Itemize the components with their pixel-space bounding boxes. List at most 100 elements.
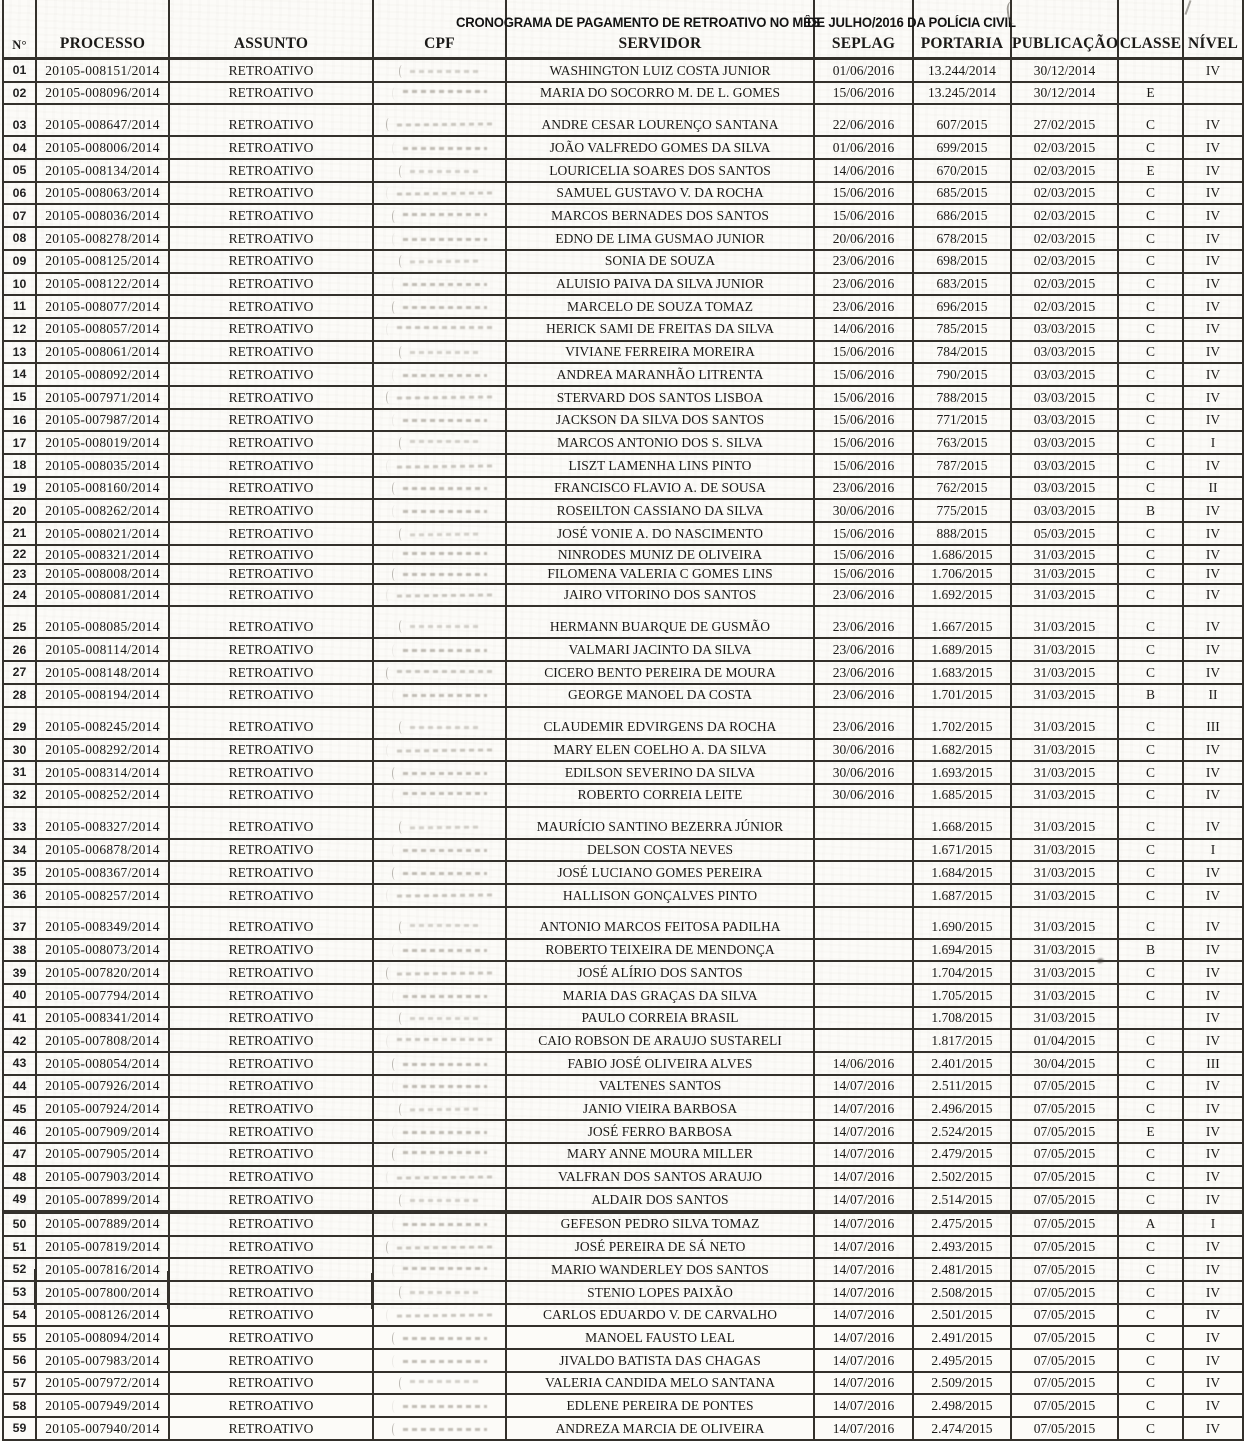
cell-seplag: 14/07/2016 <box>813 1416 914 1441</box>
cell-assunto: RETROATIVO <box>168 605 374 640</box>
cell-numero: 33 <box>2 805 37 840</box>
cell-classe: E <box>1117 1119 1184 1144</box>
table-row: 26 20105-008114/2014 RETROATIVO VALMARI … <box>2 637 1244 663</box>
cell-classe: C <box>1117 760 1184 785</box>
cell-cpf-redacted <box>372 937 507 963</box>
cpf-redaction-marks <box>403 305 487 309</box>
cell-portaria: 2.496/2015 <box>912 1096 1012 1122</box>
redaction-paren-artifact <box>392 278 398 292</box>
cell-numero: 54 <box>2 1302 37 1328</box>
cell-nivel: I <box>1182 430 1244 455</box>
cell-assunto: RETROATIVO <box>168 837 374 863</box>
cell-processo: 20105-008035/2014 <box>35 453 170 478</box>
cell-assunto: RETROATIVO <box>168 203 374 229</box>
cell-processo: 20105-007971/2014 <box>35 384 170 410</box>
cell-publicacao: 31/03/2015 <box>1010 605 1119 640</box>
column-header-nivel: NÍVEL <box>1182 0 1244 60</box>
cell-portaria: 1.668/2015 <box>912 805 1012 840</box>
cpf-redaction-marks <box>410 725 480 729</box>
cell-numero: 51 <box>2 1234 37 1260</box>
redaction-paren-artifact <box>392 989 398 1003</box>
cell-seplag: 30/06/2016 <box>813 737 914 763</box>
cell-seplag: 15/06/2016 <box>813 384 914 410</box>
cell-servidor: STENIO LOPES PAIXÃO <box>505 1279 815 1305</box>
cell-servidor: ANTONIO MARCOS FEITOSA PADILHA <box>505 905 815 940</box>
cell-cpf-redacted <box>372 1234 507 1260</box>
cell-nivel: IV <box>1182 1370 1244 1396</box>
cell-portaria: 2.474/2015 <box>912 1416 1012 1441</box>
table-row: 42 20105-007808/2014 RETROATIVO CAIO ROB… <box>2 1028 1244 1054</box>
cell-classe: C <box>1117 1028 1184 1054</box>
redaction-paren-artifact <box>392 300 398 314</box>
cell-cpf-redacted <box>372 705 507 740</box>
cell-processo: 20105-007940/2014 <box>35 1416 170 1441</box>
redaction-paren-artifact <box>399 64 405 78</box>
cell-assunto: RETROATIVO <box>168 316 374 342</box>
cell-nivel: IV <box>1182 57 1244 83</box>
cell-portaria: 2.493/2015 <box>912 1234 1012 1260</box>
cell-cpf-redacted <box>372 57 507 83</box>
cell-classe: C <box>1117 905 1184 940</box>
cell-publicacao: 02/03/2015 <box>1010 180 1119 206</box>
cell-seplag: 01/06/2016 <box>813 135 914 161</box>
cell-servidor: JOSÉ FERRO BARBOSA <box>505 1119 815 1144</box>
cell-processo: 20105-008125/2014 <box>35 248 170 274</box>
cell-classe: C <box>1117 1164 1184 1190</box>
cell-seplag <box>813 860 914 885</box>
cell-classe: C <box>1117 521 1184 546</box>
cell-assunto: RETROATIVO <box>168 1370 374 1396</box>
cell-publicacao: 31/03/2015 <box>1010 805 1119 840</box>
cell-numero: 09 <box>2 248 37 274</box>
cell-numero: 34 <box>2 837 37 863</box>
cell-servidor: CICERO BENTO PEREIRA DE MOURA <box>505 660 815 685</box>
cell-classe: C <box>1117 605 1184 640</box>
cpf-redaction-marks <box>403 573 487 577</box>
cell-seplag: 14/07/2016 <box>813 1234 914 1260</box>
table-row: 32 20105-008252/2014 RETROATIVO ROBERTO … <box>2 782 1244 808</box>
cell-cpf-redacted <box>372 1096 507 1122</box>
cell-servidor: PAULO CORREIA BRASIL <box>505 1005 815 1031</box>
cell-servidor: CLAUDEMIR EDVIRGENS DA ROCHA <box>505 705 815 740</box>
cell-processo: 20105-008019/2014 <box>35 430 170 455</box>
cell-portaria: 790/2015 <box>912 362 1012 387</box>
redaction-paren-artifact <box>392 1354 398 1368</box>
cell-nivel: IV <box>1182 384 1244 410</box>
cell-numero: 15 <box>2 384 37 410</box>
cpf-redaction-marks <box>410 1380 480 1384</box>
table-row: 48 20105-007903/2014 RETROATIVO VALFRAN … <box>2 1164 1244 1190</box>
cell-nivel: IV <box>1182 226 1244 251</box>
table-row: 09 20105-008125/2014 RETROATIVO SONIA DE… <box>2 248 1244 274</box>
cell-publicacao: 02/03/2015 <box>1010 294 1119 319</box>
cell-assunto: RETROATIVO <box>168 135 374 161</box>
cell-classe: C <box>1117 660 1184 685</box>
cell-publicacao: 07/05/2015 <box>1010 1234 1119 1260</box>
cell-cpf-redacted <box>372 563 507 585</box>
cell-nivel: I <box>1182 837 1244 863</box>
cell-portaria: 2.401/2015 <box>912 1051 1012 1076</box>
cpf-redaction-marks <box>410 1017 480 1021</box>
cell-processo: 20105-008321/2014 <box>35 543 170 566</box>
cell-seplag: 14/07/2016 <box>813 1257 914 1282</box>
cell-nivel: IV <box>1182 339 1244 365</box>
cell-seplag: 14/07/2016 <box>813 1164 914 1190</box>
cell-numero: 14 <box>2 362 37 387</box>
cell-numero: 52 <box>2 1257 37 1282</box>
cell-servidor: LOURICELIA SOARES DOS SANTOS <box>505 158 815 183</box>
cell-cpf-redacted <box>372 430 507 455</box>
cell-seplag: 14/06/2016 <box>813 158 914 183</box>
cpf-redaction-marks <box>396 191 494 196</box>
column-header-publicacao: PUBLICAÇÃO <box>1010 0 1119 60</box>
cell-numero: 25 <box>2 605 37 640</box>
cell-processo: 20105-008647/2014 <box>35 103 170 138</box>
cell-nivel: IV <box>1182 1164 1244 1190</box>
cell-cpf-redacted <box>372 498 507 524</box>
cell-assunto: RETROATIVO <box>168 271 374 297</box>
cell-servidor: ANDREZA MARCIA DE OLIVEIRA <box>505 1416 815 1441</box>
cell-nivel: IV <box>1182 1234 1244 1260</box>
cell-assunto: RETROATIVO <box>168 1164 374 1190</box>
cell-classe: C <box>1117 837 1184 863</box>
cell-nivel: IV <box>1182 271 1244 297</box>
cell-nivel: IV <box>1182 960 1244 985</box>
table-row: 39 20105-007820/2014 RETROATIVO JOSÉ ALÍ… <box>2 960 1244 985</box>
